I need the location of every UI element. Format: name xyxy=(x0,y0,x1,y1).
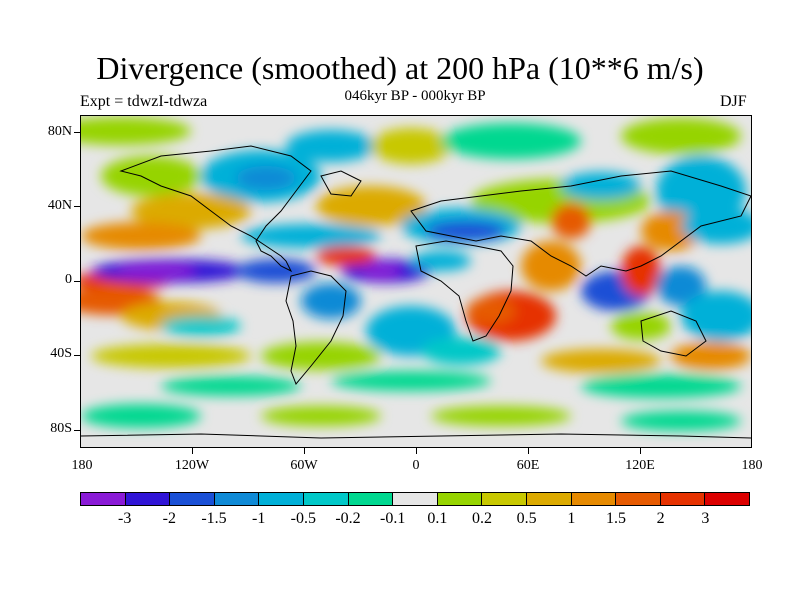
colorbar-swatch xyxy=(616,493,661,505)
map-canvas xyxy=(81,116,751,447)
colorbar-swatch xyxy=(660,493,706,505)
colorbar-swatch xyxy=(482,493,527,505)
map-subtitle: 046kyr BP - 000kyr BP xyxy=(344,88,486,104)
colorbar-swatch xyxy=(214,493,260,505)
colorbar-label: -0.2 xyxy=(335,510,361,527)
colorbar-label: -1 xyxy=(251,510,266,527)
lat-tick xyxy=(74,132,80,133)
lat-label-80n: 80N xyxy=(47,124,72,139)
lon-tick xyxy=(192,448,193,454)
colorbar-label: -0.5 xyxy=(290,510,316,527)
coastlines xyxy=(81,145,751,439)
season-label: DJF xyxy=(720,93,747,110)
colorbar-label: -2 xyxy=(162,510,176,527)
colorbar-swatch xyxy=(303,493,349,505)
divergence-field xyxy=(81,117,751,431)
colorbar-swatch xyxy=(526,493,572,505)
colorbar-swatch xyxy=(125,493,171,505)
lon-label-60w: 60W xyxy=(290,458,318,473)
map-title: Divergence (smoothed) at 200 hPa (10**6 … xyxy=(96,50,704,86)
colorbar-label: -0.1 xyxy=(379,510,406,527)
colorbar-label: 1.5 xyxy=(606,510,626,527)
divergence-map xyxy=(80,115,752,448)
lon-label-180w: 180 xyxy=(71,458,93,473)
lon-tick xyxy=(416,448,417,454)
experiment-label: Expt = tdwzI-tdwza xyxy=(80,93,208,110)
colorbar-swatch xyxy=(437,493,483,505)
lon-label-180e: 180 xyxy=(741,458,763,473)
colorbar-swatch xyxy=(705,493,749,505)
lat-label-0: 0 xyxy=(65,272,72,287)
colorbar-swatch xyxy=(170,493,215,505)
colorbar-swatch xyxy=(259,493,304,505)
lat-tick xyxy=(74,430,80,431)
lon-label-0: 0 xyxy=(412,458,420,473)
colorbar xyxy=(80,492,750,506)
colorbar-label: -3 xyxy=(117,510,132,527)
colorbar-label: 0.1 xyxy=(427,510,448,527)
lat-tick xyxy=(74,281,80,282)
colorbar-swatch xyxy=(81,493,126,505)
lat-label-40s: 40S xyxy=(50,346,72,361)
colorbar-label: 0.5 xyxy=(516,510,537,527)
lon-tick xyxy=(528,448,529,454)
colorbar-label: 3 xyxy=(701,510,710,527)
colorbar-label: 0.2 xyxy=(472,510,492,527)
colorbar-swatch xyxy=(348,493,394,505)
lon-label-120w: 120W xyxy=(174,458,210,473)
colorbar-label: 1 xyxy=(567,510,576,527)
lat-tick xyxy=(74,355,80,356)
lat-label-40n: 40N xyxy=(47,198,72,213)
lon-label-120e: 120E xyxy=(625,458,655,473)
lon-tick xyxy=(304,448,305,454)
colorbar-label: 2 xyxy=(656,510,665,527)
colorbar-label: -1.5 xyxy=(201,510,227,527)
lon-tick xyxy=(640,448,641,454)
lat-tick xyxy=(74,206,80,207)
colorbar-swatch xyxy=(393,493,438,505)
lat-label-80s: 80S xyxy=(50,421,72,436)
colorbar-swatch xyxy=(571,493,617,505)
lon-label-60e: 60E xyxy=(516,458,540,473)
